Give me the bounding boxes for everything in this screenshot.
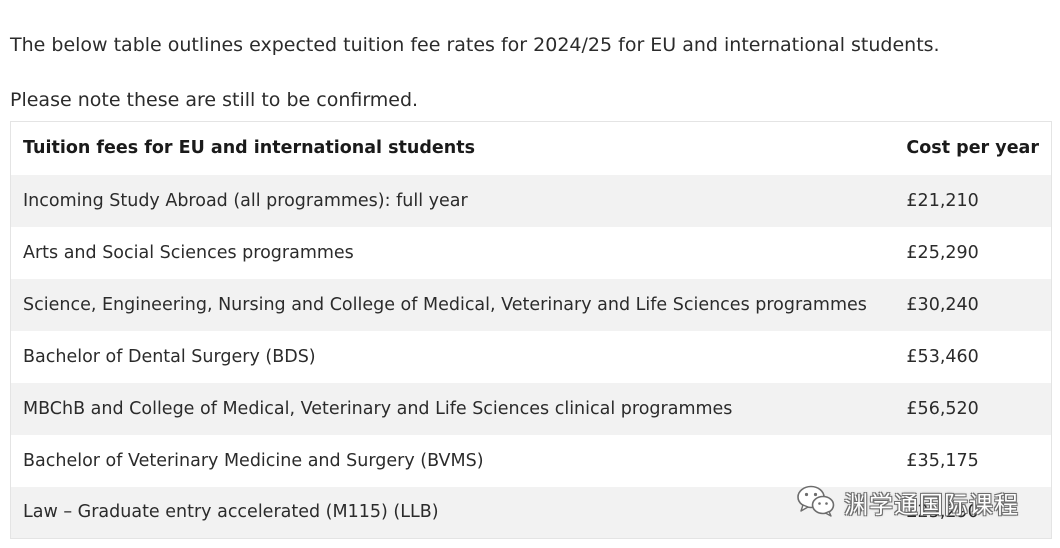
table-row: Bachelor of Veterinary Medicine and Surg… [10,434,1052,487]
cost-cell: £25,290 [894,226,1052,279]
programme-cell: Incoming Study Abroad (all programmes): … [10,174,895,227]
column-header-cost: Cost per year [894,121,1052,175]
programme-cell: Bachelor of Veterinary Medicine and Surg… [10,434,895,487]
intro-text-confirmation-note: Please note these are still to be confir… [10,89,419,111]
cost-cell: £53,460 [894,330,1052,383]
cost-cell: £35,175 [894,434,1052,487]
table-row: Bachelor of Dental Surgery (BDS) £53,460 [10,330,1052,383]
cost-cell: £30,240 [894,278,1052,331]
cost-cell: £21,210 [894,174,1052,227]
table-row: MBChB and College of Medical, Veterinary… [10,382,1052,435]
programme-cell: Arts and Social Sciences programmes [10,226,895,279]
table-row: Science, Engineering, Nursing and Colleg… [10,278,1052,331]
column-header-programme: Tuition fees for EU and international st… [10,121,895,175]
programme-cell: Bachelor of Dental Surgery (BDS) [10,330,895,383]
cost-cell: £56,520 [894,382,1052,435]
table-row: Law – Graduate entry accelerated (M115) … [10,486,1052,539]
programme-cell: MBChB and College of Medical, Veterinary… [10,382,895,435]
programme-cell: Law – Graduate entry accelerated (M115) … [10,486,895,539]
intro-text-fee-rates: The below table outlines expected tuitio… [10,34,940,56]
table-row: Incoming Study Abroad (all programmes): … [10,174,1052,227]
table-row: Arts and Social Sciences programmes £25,… [10,226,1052,279]
table-header-row: Tuition fees for EU and international st… [10,121,1052,175]
tuition-fee-table: Tuition fees for EU and international st… [10,121,1052,539]
programme-cell: Science, Engineering, Nursing and Colleg… [10,278,895,331]
cost-cell: £25,290 [894,486,1052,539]
